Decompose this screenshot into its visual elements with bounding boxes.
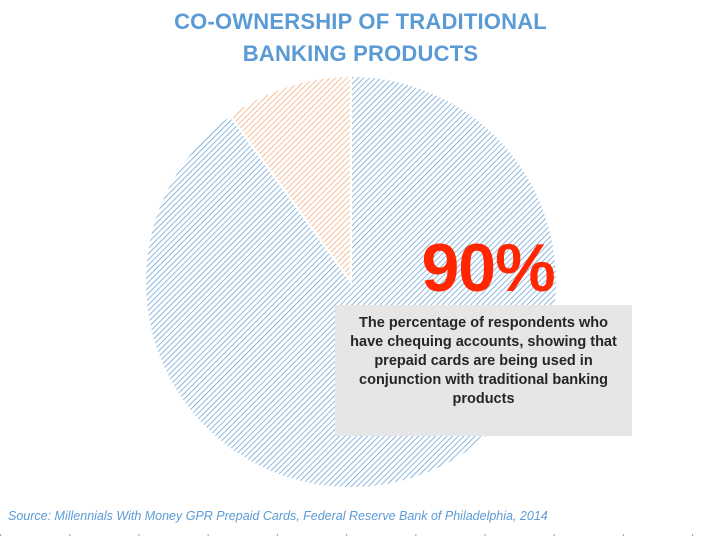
bottom-dotted-rule: [0, 534, 721, 536]
source-note: Source: Millennials With Money GPR Prepa…: [8, 509, 548, 523]
callout-text: The percentage of respondents who have c…: [350, 315, 617, 407]
chart-title-line-2: BANKING PRODUCTS: [242, 41, 479, 66]
chart-title: CO-OWNERSHIP OF TRADITIONAL BANKING PROD…: [0, 6, 721, 70]
callout-value: 90%: [421, 230, 555, 306]
chart-title-line-1: CO-OWNERSHIP OF TRADITIONAL: [174, 9, 547, 34]
pie-slice-10: [228, 74, 352, 286]
callout-box: The percentage of respondents who have c…: [335, 305, 632, 436]
